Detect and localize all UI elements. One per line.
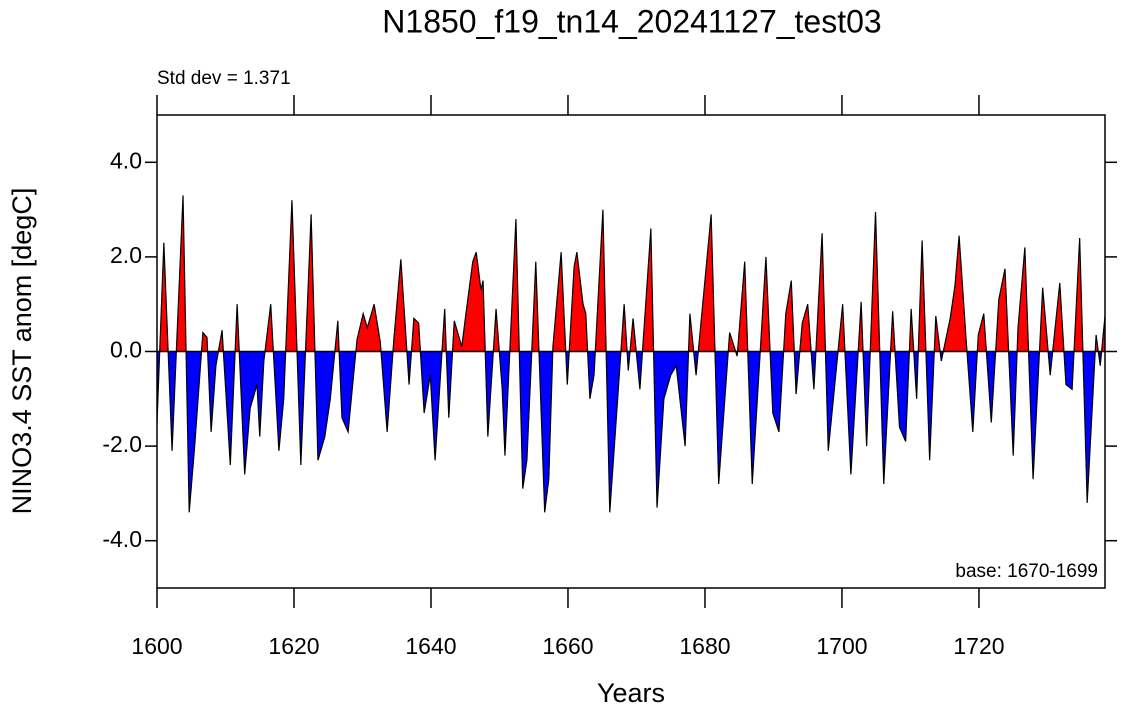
y-axis-label: NINO3.4 SST anom [degC] (7, 188, 37, 515)
x-tick-label: 1640 (405, 633, 456, 659)
x-tick-label: 1660 (542, 633, 593, 659)
x-tick-label: 1600 (131, 633, 182, 659)
x-tick-label: 1680 (679, 633, 730, 659)
negative-area (157, 351, 1105, 513)
chart-title: N1850_f19_tn14_20241127_test03 (382, 3, 881, 39)
x-tick-label: 1700 (816, 633, 867, 659)
y-tick-label: 4.0 (110, 147, 142, 173)
x-axis-label: Years (597, 678, 665, 708)
y-tick-label: 0.0 (110, 337, 142, 363)
y-tick-label: -2.0 (102, 431, 142, 457)
y-tick-label: -4.0 (102, 526, 142, 552)
x-tick-label: 1620 (268, 633, 319, 659)
series-line (156, 195, 1106, 513)
y-tick-label: 2.0 (110, 242, 142, 268)
subtitle: Std dev = 1.371 (157, 68, 291, 89)
x-tick-label: 1720 (953, 633, 1004, 659)
annotation: base: 1670-1699 (955, 561, 1098, 582)
